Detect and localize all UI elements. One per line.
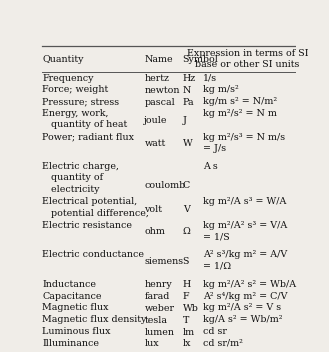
Text: N: N <box>183 86 191 95</box>
Text: Electrical potential,
   potential difference,: Electrical potential, potential differen… <box>42 197 149 218</box>
Text: Wb: Wb <box>183 304 198 313</box>
Text: henry: henry <box>144 281 172 289</box>
Text: Energy, work,
   quantity of heat: Energy, work, quantity of heat <box>42 109 128 130</box>
Text: Name: Name <box>144 55 173 64</box>
Text: weber: weber <box>144 304 174 313</box>
Text: Electric resistance: Electric resistance <box>42 221 132 230</box>
Text: ohm: ohm <box>144 227 165 237</box>
Text: Pressure; stress: Pressure; stress <box>42 97 119 106</box>
Text: volt: volt <box>144 205 163 214</box>
Text: Symbol: Symbol <box>183 55 218 64</box>
Text: tesla: tesla <box>144 316 167 325</box>
Text: Luminous flux: Luminous flux <box>42 327 111 336</box>
Text: coulomb: coulomb <box>144 181 186 190</box>
Text: Electric conductance: Electric conductance <box>42 250 144 259</box>
Text: kg/A s² = Wb/m²: kg/A s² = Wb/m² <box>203 315 283 324</box>
Text: A² s³/kg m² = A/V
= 1/Ω: A² s³/kg m² = A/V = 1/Ω <box>203 250 287 271</box>
Text: kg m/s²: kg m/s² <box>203 85 239 94</box>
Text: farad: farad <box>144 292 170 301</box>
Text: A² s⁴/kg m² = C/V: A² s⁴/kg m² = C/V <box>203 292 288 301</box>
Text: Illuminance: Illuminance <box>42 339 99 348</box>
Text: Magnetic flux density: Magnetic flux density <box>42 315 147 324</box>
Text: lm: lm <box>183 328 195 337</box>
Text: kg m²/A s³ = W/A: kg m²/A s³ = W/A <box>203 197 287 206</box>
Text: S: S <box>183 257 189 266</box>
Text: Capacitance: Capacitance <box>42 292 102 301</box>
Text: W: W <box>183 139 192 148</box>
Text: V: V <box>183 205 190 214</box>
Text: Pa: Pa <box>183 98 194 107</box>
Text: Magnetic flux: Magnetic flux <box>42 303 109 313</box>
Text: Power; radiant flux: Power; radiant flux <box>42 132 135 142</box>
Text: Hz: Hz <box>183 74 196 83</box>
Text: Expression in terms of SI
base or other SI units: Expression in terms of SI base or other … <box>187 49 308 69</box>
Text: lux: lux <box>144 339 159 348</box>
Text: lx: lx <box>183 339 191 348</box>
Text: pascal: pascal <box>144 98 175 107</box>
Text: kg m²/A s² = V s: kg m²/A s² = V s <box>203 303 281 313</box>
Text: T: T <box>183 316 189 325</box>
Text: kg m²/s³ = N m/s
= J/s: kg m²/s³ = N m/s = J/s <box>203 132 285 153</box>
Text: cd sr: cd sr <box>203 327 227 336</box>
Text: Force; weight: Force; weight <box>42 85 109 94</box>
Text: H: H <box>183 281 191 289</box>
Text: hertz: hertz <box>144 74 169 83</box>
Text: kg m²/A² s² = Wb/A: kg m²/A² s² = Wb/A <box>203 280 296 289</box>
Text: Inductance: Inductance <box>42 280 96 289</box>
Text: cd sr/m²: cd sr/m² <box>203 339 243 348</box>
Text: kg/m s² = N/m²: kg/m s² = N/m² <box>203 97 277 106</box>
Text: Frequency: Frequency <box>42 74 94 83</box>
Text: kg m²/s² = N m: kg m²/s² = N m <box>203 109 277 118</box>
Text: newton: newton <box>144 86 180 95</box>
Text: Quantity: Quantity <box>42 55 84 64</box>
Text: joule: joule <box>144 116 168 125</box>
Text: A s: A s <box>203 162 218 171</box>
Text: Ω: Ω <box>183 227 190 237</box>
Text: C: C <box>183 181 190 190</box>
Text: siemens: siemens <box>144 257 184 266</box>
Text: J: J <box>183 116 187 125</box>
Text: 1/s: 1/s <box>203 74 217 83</box>
Text: lumen: lumen <box>144 328 174 337</box>
Text: watt: watt <box>144 139 165 148</box>
Text: F: F <box>183 292 189 301</box>
Text: kg m²/A² s³ = V/A
= 1/S: kg m²/A² s³ = V/A = 1/S <box>203 221 287 241</box>
Text: Electric charge,
   quantity of
   electricity: Electric charge, quantity of electricity <box>42 162 119 194</box>
